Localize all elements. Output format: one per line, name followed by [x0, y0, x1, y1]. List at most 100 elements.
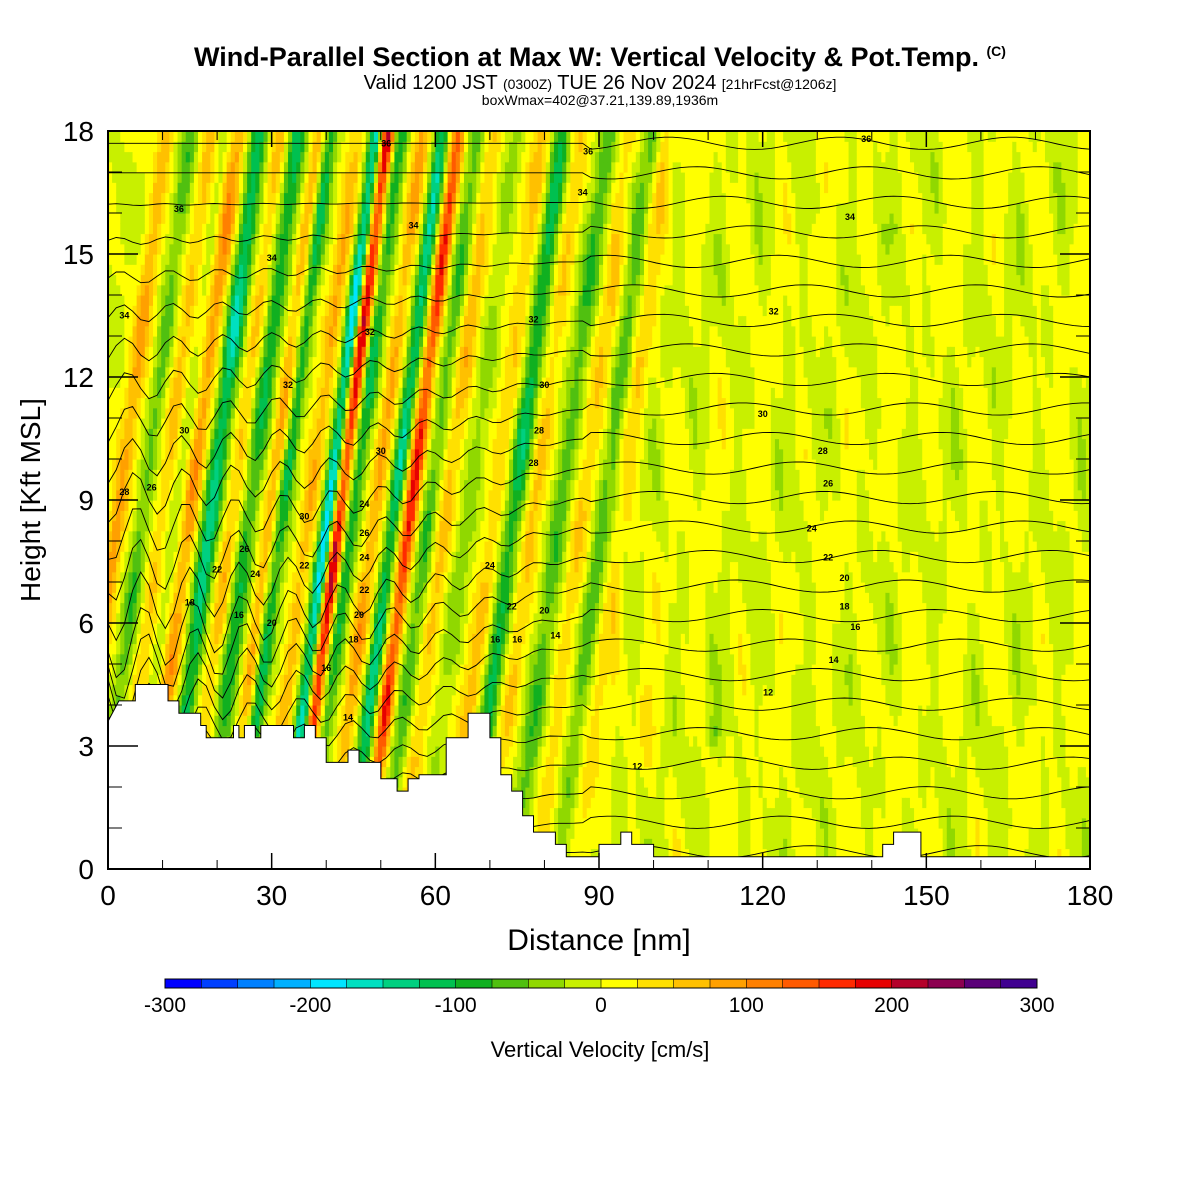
- velocity-cell: [177, 243, 183, 255]
- velocity-cell: [222, 172, 228, 183]
- velocity-cell: [214, 674, 220, 686]
- velocity-cell: [312, 407, 318, 419]
- velocity-cell: [271, 582, 277, 593]
- velocity-cell: [222, 151, 228, 163]
- velocity-cell: [230, 131, 236, 142]
- velocity-cell: [337, 223, 342, 235]
- velocity-cell: [275, 500, 281, 511]
- velocity-cell: [124, 623, 130, 634]
- velocity-cell: [173, 664, 179, 675]
- velocity-cell: [234, 612, 240, 624]
- velocity-cell: [279, 653, 285, 665]
- velocity-cell: [202, 715, 207, 727]
- velocity-cell: [148, 305, 154, 317]
- velocity-cell: [378, 715, 383, 727]
- velocity-cell: [189, 448, 195, 460]
- velocity-cell: [124, 172, 130, 183]
- velocity-cell: [169, 561, 175, 573]
- velocity-cell: [304, 141, 310, 153]
- velocity-cell: [226, 705, 232, 716]
- velocity-cell: [112, 592, 117, 604]
- velocity-cell: [341, 387, 346, 399]
- velocity-cell: [275, 315, 281, 327]
- velocity-cell: [132, 284, 138, 296]
- velocity-cell: [373, 182, 379, 194]
- velocity-cell: [386, 592, 391, 604]
- velocity-cell: [177, 182, 183, 194]
- velocity-cell: [165, 643, 170, 655]
- velocity-cell: [378, 377, 383, 388]
- velocity-cell: [202, 254, 207, 265]
- velocity-cell: [136, 438, 142, 450]
- velocity-cell: [165, 541, 170, 552]
- velocity-cell: [292, 223, 297, 235]
- velocity-cell: [148, 131, 154, 142]
- velocity-cell: [120, 694, 125, 706]
- velocity-cell: [198, 202, 203, 214]
- velocity-cell: [369, 520, 375, 532]
- velocity-cell: [369, 602, 375, 614]
- velocity-cell: [210, 479, 215, 491]
- velocity-cell: [243, 131, 248, 142]
- velocity-cell: [373, 254, 379, 265]
- velocity-cell: [349, 397, 355, 409]
- velocity-cell: [255, 315, 260, 327]
- velocity-cell: [189, 407, 195, 419]
- velocity-cell: [349, 530, 355, 542]
- velocity-cell: [361, 315, 367, 327]
- velocity-cell: [148, 602, 154, 614]
- velocity-cell: [255, 202, 260, 214]
- velocity-cell: [226, 233, 232, 245]
- velocity-cell: [140, 223, 146, 235]
- velocity-cell: [292, 243, 297, 255]
- velocity-cell: [214, 469, 220, 481]
- velocity-cell: [267, 182, 273, 194]
- velocity-cell: [328, 664, 334, 675]
- velocity-cell: [218, 633, 224, 645]
- velocity-cell: [206, 192, 211, 204]
- velocity-cell: [333, 592, 338, 604]
- velocity-cell: [316, 161, 322, 173]
- velocity-cell: [283, 233, 289, 245]
- velocity-cell: [226, 223, 232, 235]
- velocity-cell: [234, 192, 240, 204]
- velocity-cell: [308, 602, 314, 614]
- velocity-cell: [116, 387, 121, 399]
- velocity-cell: [165, 612, 170, 624]
- velocity-cell: [161, 633, 166, 645]
- velocity-cell: [382, 202, 387, 214]
- velocity-cell: [316, 612, 322, 624]
- velocity-cell: [116, 407, 121, 419]
- velocity-cell: [337, 295, 342, 306]
- velocity-cell: [251, 264, 256, 276]
- velocity-cell: [353, 151, 359, 163]
- velocity-cell: [120, 438, 125, 450]
- velocity-cell: [378, 459, 383, 470]
- velocity-cell: [263, 243, 269, 255]
- velocity-cell: [255, 192, 260, 204]
- velocity-cell: [157, 571, 162, 583]
- velocity-cell: [222, 715, 228, 727]
- velocity-cell: [177, 346, 183, 358]
- velocity-cell: [132, 254, 138, 265]
- velocity-cell: [353, 715, 359, 727]
- velocity-cell: [320, 694, 326, 706]
- velocity-cell: [243, 325, 248, 337]
- velocity-cell: [275, 418, 281, 429]
- velocity-cell: [214, 387, 220, 399]
- velocity-cell: [120, 653, 125, 665]
- velocity-cell: [169, 284, 175, 296]
- velocity-cell: [357, 274, 363, 286]
- velocity-cell: [173, 377, 179, 388]
- velocity-cell: [324, 510, 330, 522]
- velocity-cell: [263, 295, 269, 306]
- velocity-cell: [382, 623, 387, 634]
- velocity-cell: [173, 520, 179, 532]
- velocity-cell: [324, 674, 330, 686]
- velocity-cell: [255, 264, 260, 276]
- velocity-cell: [386, 284, 391, 296]
- velocity-cell: [181, 418, 187, 429]
- velocity-cell: [218, 725, 224, 737]
- velocity-cell: [202, 664, 207, 675]
